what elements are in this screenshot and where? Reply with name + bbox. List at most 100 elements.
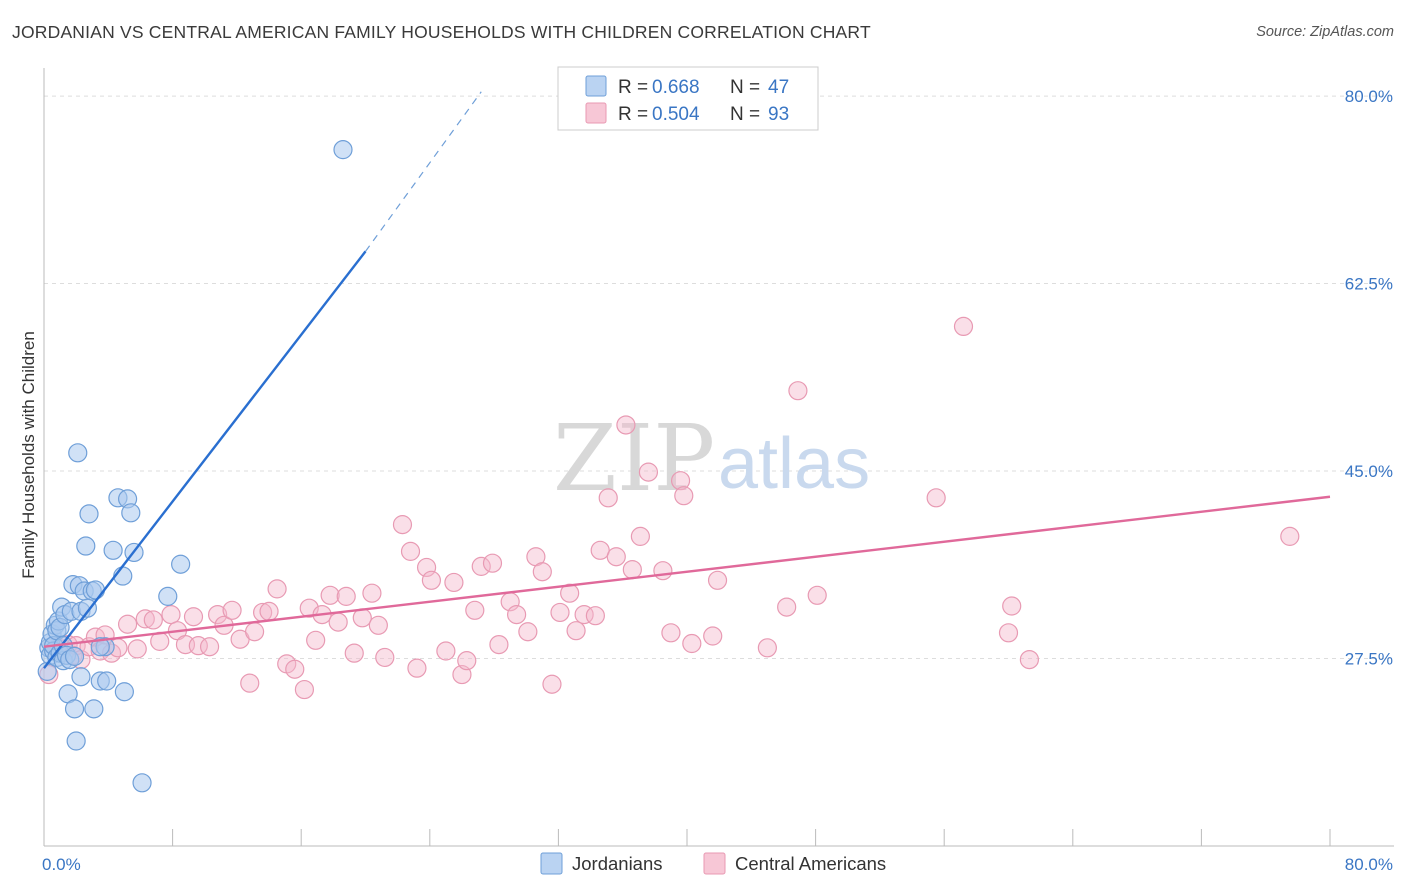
data-point-jordanians [97, 671, 117, 691]
legend-r-value: 0.668 [652, 77, 700, 98]
data-point-central-americans [320, 585, 340, 605]
data-point-central-americans [294, 679, 315, 700]
data-point-central-americans [630, 526, 650, 546]
data-point-central-americans [240, 673, 260, 693]
data-point-jordanians [64, 699, 85, 719]
data-point-central-americans [336, 586, 356, 606]
data-point-central-americans [392, 515, 413, 535]
data-point-central-americans [436, 641, 456, 661]
data-point-jordanians [90, 637, 110, 657]
bottom-legend-jordanians: Jordanians [572, 853, 663, 874]
data-point-central-americans [362, 583, 382, 603]
y-tick-label: 45.0% [1345, 462, 1393, 481]
data-point-central-americans [807, 585, 827, 605]
data-point-central-americans [616, 415, 636, 435]
trendline-jordanians [43, 250, 367, 669]
data-point-central-americans [117, 614, 138, 634]
data-point-jordanians [71, 667, 91, 687]
y-axis-title: Family Households with Children [19, 331, 38, 579]
data-point-central-americans [285, 659, 305, 679]
data-point-central-americans [653, 561, 673, 581]
data-point-jordanians [79, 504, 99, 524]
legend-swatch-central-americans [585, 102, 607, 124]
data-point-jordanians [132, 773, 152, 793]
data-point-central-americans [585, 606, 605, 626]
data-point-central-americans [259, 601, 279, 621]
data-point-central-americans [306, 630, 326, 650]
data-point-jordanians [76, 536, 96, 556]
data-point-central-americans [457, 651, 477, 671]
data-point-jordanians [84, 699, 104, 719]
data-point-central-americans [622, 559, 642, 580]
data-point-central-americans [606, 547, 626, 567]
bottom-legend-swatch-jordanians [540, 852, 563, 875]
trendline-central-americans [43, 495, 1331, 648]
x-tick-label: 80.0% [1345, 855, 1393, 874]
y-tick-label: 27.5% [1345, 650, 1393, 669]
data-point-central-americans [244, 622, 265, 642]
data-point-central-americans [1002, 596, 1022, 616]
data-point-central-americans [375, 647, 395, 668]
data-point-central-americans [368, 615, 388, 635]
y-tick-label: 80.0% [1345, 87, 1393, 106]
data-point-central-americans [707, 570, 728, 590]
data-point-central-americans [444, 572, 464, 593]
data-point-central-americans [416, 557, 437, 578]
legend-r-value: 0.504 [652, 104, 700, 125]
data-point-central-americans [1019, 649, 1039, 670]
data-point-central-americans [682, 633, 702, 654]
data-point-central-americans [199, 637, 220, 657]
legend-r-label: R = [618, 104, 648, 125]
data-point-central-americans [674, 486, 694, 506]
data-point-central-americans [407, 658, 427, 678]
data-point-jordanians [121, 503, 141, 523]
data-point-central-americans [638, 462, 659, 482]
data-point-jordanians [158, 586, 178, 606]
data-point-central-americans [518, 622, 538, 642]
x-tick-labels: 0.0% 80.0% [42, 855, 1393, 874]
data-point-central-americans [661, 623, 681, 643]
data-point-central-americans [482, 553, 503, 573]
data-point-central-americans [670, 471, 691, 491]
data-point-central-americans [757, 638, 777, 658]
data-point-central-americans [542, 674, 562, 694]
legend-r-label: R = [618, 77, 648, 98]
data-point-central-americans [788, 381, 808, 401]
legend-n-value: 93 [768, 104, 789, 125]
x-tick-label: 0.0% [42, 855, 81, 874]
trendline-jordanians-extension [365, 91, 482, 252]
data-point-central-americans [183, 607, 204, 627]
data-point-central-americans [1280, 526, 1300, 546]
legend-swatch-jordanians [585, 75, 607, 97]
data-point-jordanians [333, 140, 353, 160]
data-point-central-americans [953, 316, 974, 337]
watermark-atlas: atlas [718, 424, 870, 504]
data-point-central-americans [998, 623, 1019, 643]
data-point-central-americans [566, 621, 586, 641]
axes [43, 68, 1394, 847]
data-point-jordanians [103, 540, 123, 560]
series-legend: Jordanians Central Americans [540, 852, 886, 875]
data-point-central-americans [550, 602, 570, 623]
data-point-central-americans [344, 643, 364, 663]
data-point-jordanians [171, 554, 191, 574]
bottom-legend-central-americans: Central Americans [735, 853, 886, 874]
data-point-central-americans [143, 610, 163, 630]
data-point-central-americans [208, 604, 228, 625]
data-point-central-americans [127, 639, 147, 659]
data-point-central-americans [421, 570, 442, 590]
legend-n-label: N = [730, 77, 760, 98]
bottom-legend-swatch-central-americans [703, 852, 726, 875]
data-point-jordanians [114, 682, 134, 702]
legend-n-value: 47 [768, 77, 789, 98]
data-point-central-americans [590, 540, 610, 560]
data-point-central-americans [489, 634, 509, 655]
data-point-central-americans [400, 541, 421, 561]
series-central-americans [39, 316, 1300, 700]
data-point-central-americans [532, 562, 552, 582]
data-point-central-americans [161, 604, 181, 625]
legend-n-label: N = [730, 104, 760, 125]
data-point-jordanians [85, 580, 106, 600]
data-point-central-americans [560, 583, 580, 603]
